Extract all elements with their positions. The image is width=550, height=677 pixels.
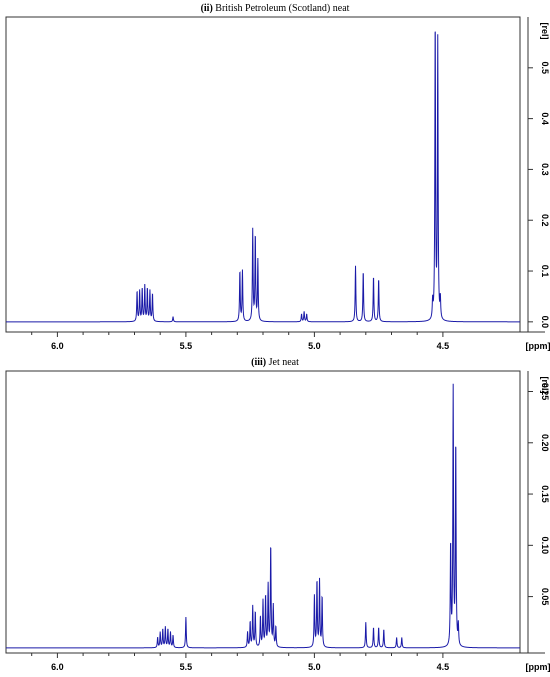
panel-iii-x-unit: [ppm] — [526, 662, 550, 672]
panel-ii-y-tick-label: 0.4 — [540, 112, 550, 125]
panel-ii-x-tick-label: 5.5 — [180, 341, 193, 351]
panel-ii-prefix: (ii) — [200, 3, 213, 14]
panel-iii-x-tick-label: 6.0 — [51, 662, 64, 672]
panel-ii-y-tick-label: 0.1 — [540, 265, 550, 278]
panel-ii-y-tick-label: 0.5 — [540, 62, 550, 75]
panel-ii-spectrum-line — [6, 31, 520, 323]
panel-ii-x-tick-label: 5.0 — [308, 341, 321, 351]
panel-ii-y-tick-label: 0.0 — [540, 316, 550, 329]
panel-iii-spectrum-line — [6, 383, 520, 649]
panel-ii-title-text: British Petroleum (Scotland) neat — [215, 3, 350, 14]
panel-ii-y-unit: [rel] — [540, 22, 550, 39]
panel-iii-y-tick-label: 0.15 — [540, 485, 550, 503]
panel-iii-title-text: Jet neat — [268, 357, 299, 368]
panel-iii-y-tick-label: 0.25 — [540, 383, 550, 401]
panel-iii-title: (iii) Jet neat — [0, 357, 550, 368]
panel-ii-y-tick-label: 0.3 — [540, 163, 550, 176]
panel-ii-x-tick-label: 4.5 — [437, 341, 450, 351]
panel-ii-title: (ii) British Petroleum (Scotland) neat — [0, 3, 550, 14]
panel-ii-chart: 6.0 5.5 5.0 4.5 [ppm] 0.0 0.1 0.2 0.3 0.4 0.5 [rel] — [5, 16, 550, 351]
panel-iii-y-unit: [rel] — [540, 376, 550, 393]
panel-iii-y-tick-label: 0.05 — [540, 588, 550, 606]
panel-iii-y-tick-label: 0.20 — [540, 434, 550, 452]
panel-iii-prefix: (iii) — [251, 357, 267, 368]
panel-ii-frame — [5, 16, 521, 333]
panel-iii-chart: 6.0 5.5 5.0 4.5 [ppm] 0.05 0.10 0.15 0.20 0.25[re… — [5, 370, 550, 672]
panel-iii-x-tick-label: 4.5 — [437, 662, 450, 672]
panel-iii-x-tick-label: 5.0 — [308, 662, 321, 672]
panel-ii-y-tick-label: 0.2 — [540, 214, 550, 227]
panel-iii-x-tick-label: 5.5 — [180, 662, 193, 672]
panel-ii-x-unit: [ppm] — [526, 341, 550, 351]
panel-ii-x-tick-label: 6.0 — [51, 341, 64, 351]
panel-iii-y-tick-label: 0.10 — [540, 537, 550, 555]
